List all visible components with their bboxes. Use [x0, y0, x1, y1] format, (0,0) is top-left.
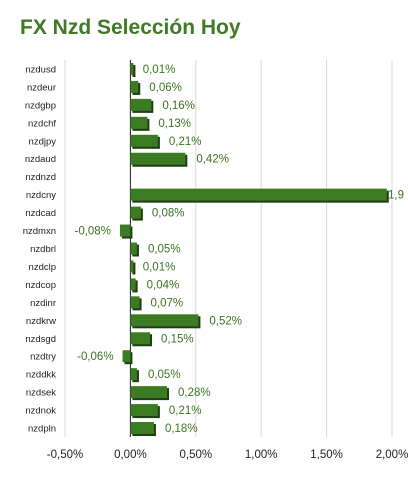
bar [130, 98, 152, 111]
bar [130, 314, 199, 327]
value-label: 0,52% [209, 315, 242, 327]
category-label: nzdgbp [25, 100, 56, 111]
bar-shadow [132, 64, 136, 77]
bars [119, 62, 389, 437]
bar [130, 152, 186, 165]
value-label: 0,21% [169, 405, 202, 417]
value-label: 0,05% [148, 244, 181, 256]
category-label: nzdkrw [26, 316, 56, 327]
value-label: 0,21% [169, 136, 202, 148]
labels: -0,50% 0,00% 0,50% 1,00% 1,50% 2,00% nzdusd 0,0… [23, 64, 408, 461]
bar [130, 62, 134, 75]
value-label: 0,42% [196, 154, 229, 166]
x-tick-label: 0,50% [179, 449, 212, 461]
x-tick-label: -0,50% [47, 449, 83, 461]
bar [130, 116, 148, 129]
category-label: nzdcop [25, 280, 56, 291]
value-label: -0,06% [77, 351, 113, 363]
bar [130, 242, 137, 255]
chart-title: FX Nzd Selección Hoy [20, 16, 241, 39]
value-label: 0,15% [161, 333, 194, 345]
value-label: 0,08% [152, 208, 185, 220]
value-label: 0,07% [151, 297, 184, 309]
bar [130, 188, 387, 201]
x-tick-label: 0,00% [114, 449, 147, 461]
bar [130, 404, 158, 417]
bar [122, 350, 131, 363]
value-label: -0,08% [74, 226, 110, 238]
category-label: nzdcad [25, 208, 56, 219]
category-label: nzdpln [28, 424, 56, 435]
bar [119, 224, 131, 237]
value-label: 0,04% [147, 279, 180, 291]
category-label: nzdchf [28, 118, 56, 129]
bar [130, 278, 136, 291]
value-label: 1,9 [388, 190, 404, 202]
x-tick-label: 1,00% [245, 449, 278, 461]
value-label: 0,01% [143, 261, 176, 273]
category-label: nzddkk [26, 370, 56, 381]
category-label: nzdtry [30, 352, 56, 363]
category-label: nzdeur [27, 82, 56, 93]
value-label: 0,16% [162, 100, 195, 112]
bar [130, 260, 134, 273]
bar [130, 296, 140, 309]
bar [130, 332, 151, 345]
category-label: nzdmxn [23, 226, 56, 237]
bar [130, 386, 168, 399]
value-label: 0,06% [149, 82, 182, 94]
bar [130, 80, 139, 93]
bar [130, 134, 158, 147]
category-label: nzdclp [29, 262, 56, 273]
bar [130, 368, 137, 381]
value-label: 0,28% [178, 387, 211, 399]
category-label: nzdinr [30, 298, 56, 309]
category-label: nzdnok [25, 406, 56, 417]
category-label: nzdaud [25, 154, 56, 165]
category-label: nzdcny [26, 190, 56, 201]
grid-lines [64, 60, 393, 437]
category-label: nzdsgd [25, 334, 56, 345]
x-tick-label: 2,00% [376, 449, 408, 461]
value-label: 0,01% [143, 64, 176, 76]
bar-shadow [132, 262, 136, 275]
value-label: 0,05% [148, 369, 181, 381]
value-label: 0,13% [158, 118, 191, 130]
category-label: nzdnzd [25, 172, 56, 183]
value-label: 0,18% [165, 423, 198, 435]
x-tick-label: 1,50% [310, 449, 343, 461]
category-label: nzdsek [26, 388, 56, 399]
category-label: nzdbrl [30, 244, 56, 255]
category-label: nzdjpy [29, 136, 57, 147]
category-label: nzdusd [25, 64, 56, 75]
bar [130, 422, 154, 435]
bar [130, 206, 141, 219]
